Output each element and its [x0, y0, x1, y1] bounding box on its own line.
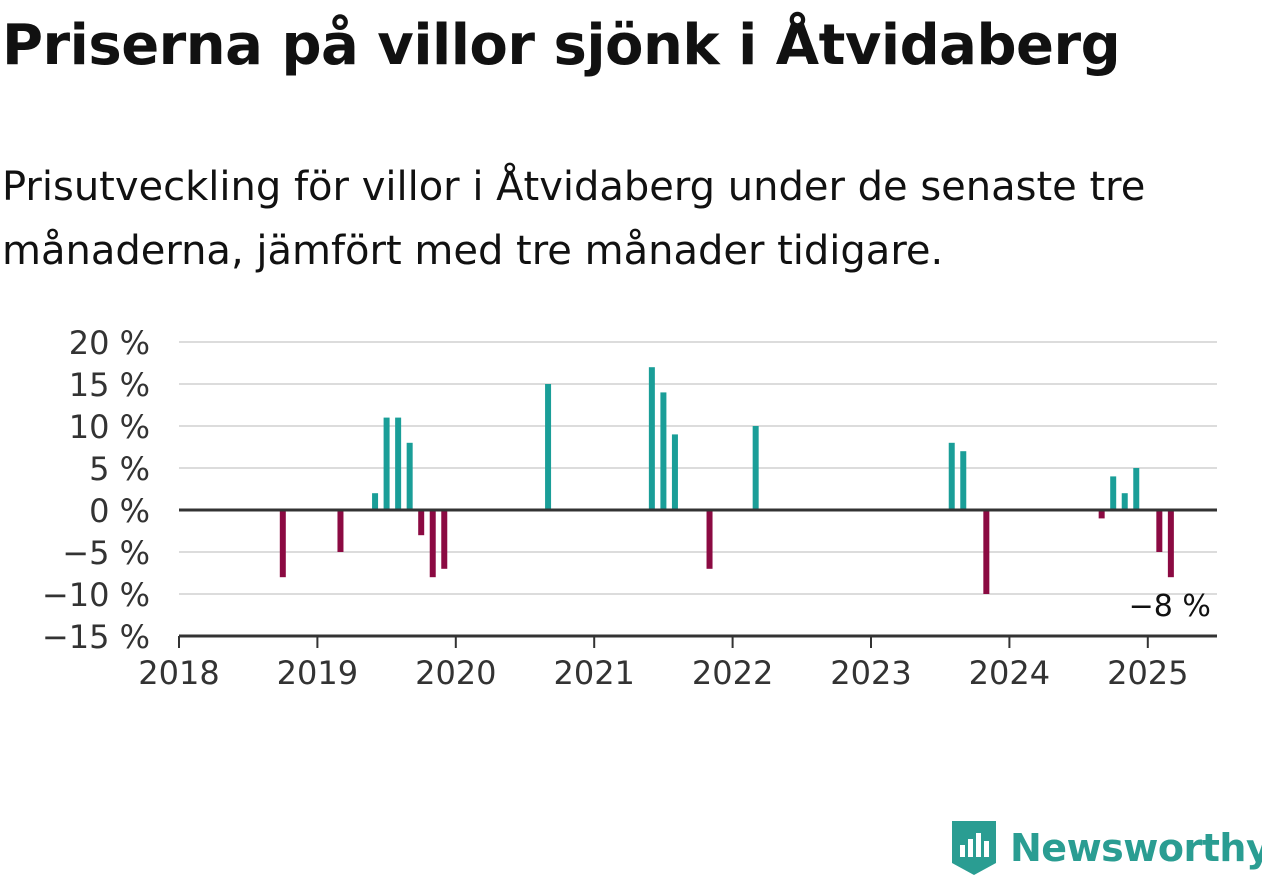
- x-axis: 2018 2019 2020 2021 2022 2023 2024 2025: [138, 634, 1217, 692]
- bar: [706, 510, 713, 569]
- bar: [441, 510, 448, 569]
- bar: [960, 451, 967, 510]
- bar: [1156, 510, 1163, 552]
- x-tick-label: 2024: [969, 654, 1050, 692]
- y-tick-label: −10 %: [42, 576, 150, 614]
- bar: [948, 442, 955, 510]
- x-tick-label: 2025: [1107, 654, 1188, 692]
- y-tick-label: 20 %: [69, 324, 150, 362]
- y-tick-label: −5 %: [62, 534, 150, 572]
- bar: [395, 417, 402, 510]
- x-tick-label: 2020: [415, 654, 496, 692]
- chart-subtitle: Prisutveckling för villor i Åtvidaberg u…: [2, 164, 1146, 274]
- y-tick-label: −15 %: [42, 618, 150, 656]
- bar: [372, 493, 379, 510]
- bar: [983, 510, 990, 594]
- bar-chart: 20 %15 %10 %5 %0 %−5 %−10 %−15 % 2018 201…: [42, 324, 1217, 692]
- y-tick-label: 0 %: [89, 492, 150, 530]
- bar: [752, 426, 759, 510]
- newsworthy-logo-icon: [952, 821, 996, 875]
- y-tick-label: 10 %: [69, 408, 150, 446]
- x-tick-label: 2023: [830, 654, 911, 692]
- bar: [418, 510, 425, 536]
- bar: [279, 510, 286, 578]
- bar: [1098, 510, 1105, 519]
- last-value-label: −8 %: [1129, 589, 1211, 624]
- y-axis-ticks: 20 % 15 % 10 % 5 % 0 % −5 % −10 % −15 %: [42, 324, 150, 656]
- brand-name: Newsworthy: [1010, 826, 1262, 870]
- bar: [337, 510, 344, 552]
- grid-lines: [179, 341, 1217, 595]
- x-tick-label: 2019: [277, 654, 358, 692]
- x-tick-label: 2022: [692, 654, 773, 692]
- bar: [545, 384, 552, 510]
- bar: [1110, 476, 1117, 510]
- bar: [1121, 493, 1128, 510]
- brand: Newsworthy: [950, 818, 1262, 878]
- bar: [406, 442, 413, 510]
- x-tick-label: 2018: [138, 654, 219, 692]
- bar: [1167, 510, 1174, 578]
- y-tick-label: 15 %: [69, 366, 150, 404]
- bar: [648, 367, 655, 510]
- bar: [429, 510, 436, 578]
- chart-title: Priserna på villor sjönk i Åtvidaberg: [2, 13, 1121, 78]
- y-tick-label: 5 %: [89, 450, 150, 488]
- annotations: −8 %: [1129, 589, 1211, 624]
- bar: [660, 392, 667, 510]
- bar: [383, 417, 390, 510]
- x-tick-label: 2021: [553, 654, 634, 692]
- bar: [671, 434, 678, 510]
- bars: [279, 367, 1174, 594]
- bar: [1133, 468, 1140, 510]
